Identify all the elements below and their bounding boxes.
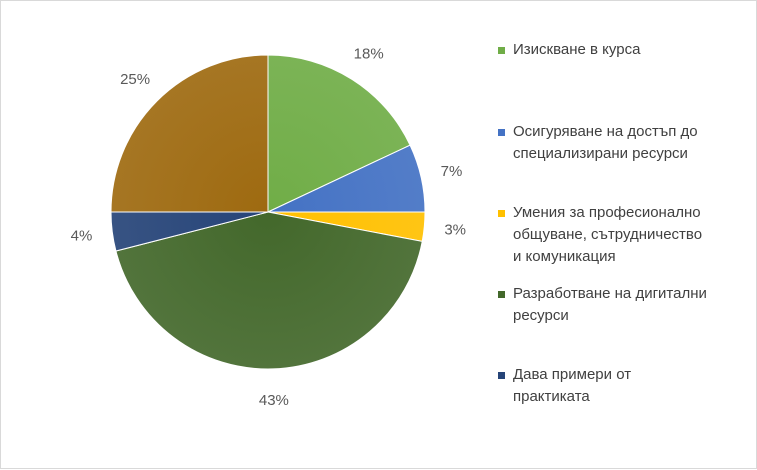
legend-item-digital-resources: Разработване на дигитални ресурси bbox=[498, 285, 748, 327]
pie-slice bbox=[110, 54, 269, 213]
slice-percent-label: 7% bbox=[441, 163, 463, 180]
legend-label-line: ресурси bbox=[513, 307, 569, 324]
slice-percent-label: 4% bbox=[71, 228, 93, 245]
legend-label-line: общуване, сътрудничество bbox=[513, 226, 703, 243]
legend-item-practice-examples: Дава примери от практиката bbox=[498, 366, 748, 408]
legend-label-line: специализирани ресурси bbox=[513, 145, 688, 162]
legend-label-line: Дава примери от bbox=[513, 366, 632, 383]
legend-item-access-resources: Осигуряване на достъп до специализирани … bbox=[498, 123, 748, 165]
pie-slice bbox=[267, 54, 411, 213]
legend-swatch bbox=[498, 129, 505, 136]
legend-label-line: Разработване на дигитални bbox=[513, 285, 707, 302]
legend-label-line: практиката bbox=[513, 388, 590, 405]
legend-label-line: Умения за професионално bbox=[513, 204, 701, 221]
legend-item-communication-skills: Умения за професионално общуване, сътруд… bbox=[498, 204, 748, 268]
slice-percent-label: 18% bbox=[354, 45, 384, 62]
legend-swatch bbox=[498, 291, 505, 298]
legend-swatch bbox=[498, 47, 505, 54]
legend-item-course-requirement: Изискване в курса bbox=[498, 41, 748, 61]
legend-swatch bbox=[498, 210, 505, 217]
legend-label: Изискване в курса bbox=[513, 41, 641, 58]
legend-label-line: и комуникация bbox=[513, 248, 616, 265]
legend-swatch bbox=[498, 372, 505, 379]
slice-percent-label: 43% bbox=[259, 392, 289, 409]
slice-percent-label: 25% bbox=[120, 71, 150, 88]
slice-percent-label: 3% bbox=[444, 222, 466, 239]
legend-label-line: Осигуряване на достъп до bbox=[513, 123, 698, 140]
pie-slice bbox=[115, 211, 423, 370]
